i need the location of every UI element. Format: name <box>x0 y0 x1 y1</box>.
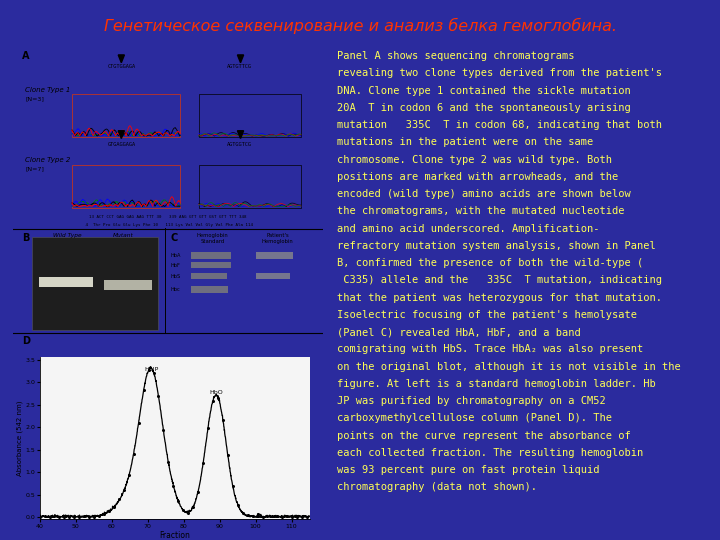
Text: figure. At left is a standard hemoglobin ladder. Hb: figure. At left is a standard hemoglobin… <box>338 379 656 389</box>
Text: HbJP: HbJP <box>144 367 158 373</box>
X-axis label: Fraction: Fraction <box>159 531 190 540</box>
Bar <box>72 94 180 137</box>
Text: comigrating with HbS. Trace HbA₂ was also present: comigrating with HbS. Trace HbA₂ was als… <box>338 345 644 354</box>
Text: CTGTGGAGA: CTGTGGAGA <box>107 64 135 69</box>
Text: 20A  T in codon 6 and the spontaneously arising: 20A T in codon 6 and the spontaneously a… <box>338 103 631 113</box>
Bar <box>256 252 293 259</box>
Polygon shape <box>118 55 125 63</box>
Bar <box>191 273 227 280</box>
Text: was 93 percent pure on fast protein liquid: was 93 percent pure on fast protein liqu… <box>338 465 600 475</box>
Polygon shape <box>238 55 243 63</box>
Bar <box>191 262 231 268</box>
Text: C335) allele and the   335C  T mutation, indicating: C335) allele and the 335C T mutation, in… <box>338 275 662 285</box>
Text: Генетическое секвенирование и анализ белка гемоглобина.: Генетическое секвенирование и анализ бел… <box>104 18 616 34</box>
Text: carboxymethylcellulose column (Panel D). The: carboxymethylcellulose column (Panel D).… <box>338 413 612 423</box>
Text: B: B <box>22 233 30 244</box>
Text: the chromatograms, with the mutated nucleotide: the chromatograms, with the mutated nucl… <box>338 206 625 217</box>
Bar <box>32 237 158 330</box>
Text: Hbc: Hbc <box>171 287 181 292</box>
Text: A: A <box>22 51 30 61</box>
Text: positions are marked with arrowheads, and the: positions are marked with arrowheads, an… <box>338 172 618 182</box>
Text: Panel A shows sequencing chromatograms: Panel A shows sequencing chromatograms <box>338 51 575 61</box>
Polygon shape <box>238 131 243 138</box>
Text: [N=7]: [N=7] <box>25 166 44 171</box>
Bar <box>191 252 231 259</box>
Text: chromatography (data not shown).: chromatography (data not shown). <box>338 482 537 492</box>
Text: Hemoglobin
Standard: Hemoglobin Standard <box>197 233 228 244</box>
Text: that the patient was heterozygous for that mutation.: that the patient was heterozygous for th… <box>338 293 662 302</box>
Text: B, confirmed the presence of both the wild-type (: B, confirmed the presence of both the wi… <box>338 258 644 268</box>
Bar <box>199 165 301 207</box>
Text: C: C <box>171 233 178 244</box>
Bar <box>40 277 94 287</box>
Text: JP was purified by chromatography on a CM52: JP was purified by chromatography on a C… <box>338 396 606 406</box>
Text: on the original blot, although it is not visible in the: on the original blot, although it is not… <box>338 362 681 372</box>
Bar <box>199 94 301 137</box>
Text: Isoelectric focusing of the patient's hemolysate: Isoelectric focusing of the patient's he… <box>338 310 637 320</box>
Text: mutation   335C  T in codon 68, indicating that both: mutation 335C T in codon 68, indicating … <box>338 120 662 130</box>
Text: points on the curve represent the absorbance of: points on the curve represent the absorb… <box>338 430 631 441</box>
Bar <box>72 165 180 207</box>
Text: HbA: HbA <box>171 253 181 258</box>
Text: HbO: HbO <box>209 390 223 395</box>
Text: 13 ACT CCT GAG GAG AAG TTT 30   339 AAG GTT GTT GST GTT TTT 348: 13 ACT CCT GAG GAG AAG TTT 30 339 AAG GT… <box>89 215 246 219</box>
Bar <box>256 273 290 280</box>
Text: HbS: HbS <box>171 274 181 279</box>
Text: 4  Thr Pro Glu Glu Lys Phe 10   113 Lys Val Val Gly Val Phe Ala 114: 4 Thr Pro Glu Glu Lys Phe 10 113 Lys Val… <box>83 222 253 227</box>
Y-axis label: Absorbance (542 nm): Absorbance (542 nm) <box>17 401 23 476</box>
Text: each collected fraction. The resulting hemoglobin: each collected fraction. The resulting h… <box>338 448 644 458</box>
Text: D: D <box>22 336 30 346</box>
Text: [N=3]: [N=3] <box>25 96 44 101</box>
Text: Clone Type 1: Clone Type 1 <box>25 87 71 93</box>
Text: and amino acid underscored. Amplification-: and amino acid underscored. Amplificatio… <box>338 224 600 234</box>
Text: (Panel C) revealed HbA, HbF, and a band: (Panel C) revealed HbA, HbF, and a band <box>338 327 581 337</box>
Text: GTGAGGAGA: GTGAGGAGA <box>107 142 135 147</box>
Bar <box>191 286 228 293</box>
Text: revealing two clone types derived from the patient's: revealing two clone types derived from t… <box>338 68 662 78</box>
Text: Clone Type 2: Clone Type 2 <box>25 158 71 164</box>
Text: Mutant: Mutant <box>112 233 133 238</box>
Text: HbF: HbF <box>171 263 181 268</box>
Text: mutations in the patient were on the same: mutations in the patient were on the sam… <box>338 137 593 147</box>
Text: encoded (wild type) amino acids are shown below: encoded (wild type) amino acids are show… <box>338 189 631 199</box>
Text: chromosome. Clone type 2 was wild type. Both: chromosome. Clone type 2 was wild type. … <box>338 154 612 165</box>
Bar <box>104 280 153 290</box>
Text: refractory mutation system analysis, shown in Panel: refractory mutation system analysis, sho… <box>338 241 656 251</box>
Text: Patient's
Hemoglobin: Patient's Hemoglobin <box>262 233 294 244</box>
Text: DNA. Clone type 1 contained the sickle mutation: DNA. Clone type 1 contained the sickle m… <box>338 85 631 96</box>
Text: AGTGTTCG: AGTGTTCG <box>227 64 251 69</box>
Text: AGTGGTCG: AGTGGTCG <box>227 142 251 147</box>
Text: Wild Type: Wild Type <box>53 233 81 238</box>
Polygon shape <box>118 131 125 138</box>
